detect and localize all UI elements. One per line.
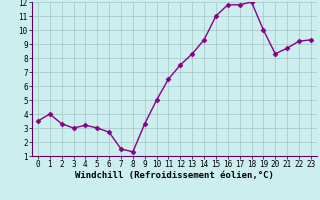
X-axis label: Windchill (Refroidissement éolien,°C): Windchill (Refroidissement éolien,°C) xyxy=(75,171,274,180)
